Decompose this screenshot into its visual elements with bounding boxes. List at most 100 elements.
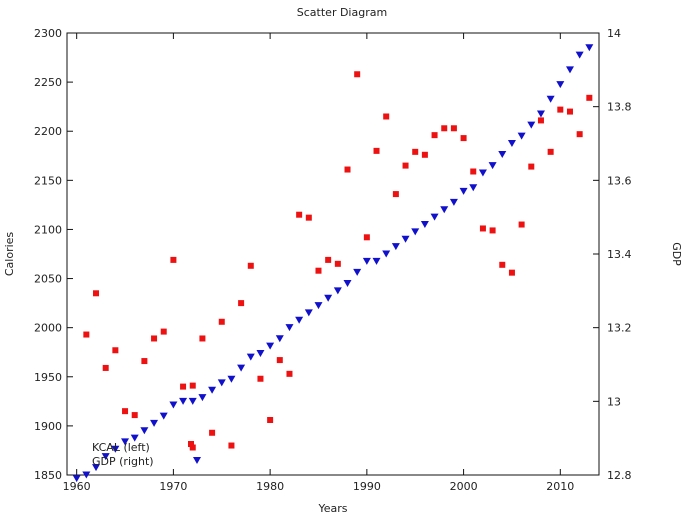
gdp-point <box>478 169 487 177</box>
y-left-tick-label: 2150 <box>34 174 62 187</box>
kcal-point <box>112 347 119 354</box>
y-right-tick-labels: 12.8 13 13.2 13.4 13.6 13.8 14 <box>607 27 632 482</box>
kcal-point <box>305 214 312 221</box>
y-right-tick-label: 13 <box>607 395 621 408</box>
plot-frame <box>66 32 600 476</box>
kcal-point <box>412 148 419 155</box>
legend-marker-gdp <box>193 457 201 464</box>
gdp-point <box>565 66 574 74</box>
kcal-point <box>267 416 274 423</box>
y-left-axis-label: Calories <box>3 232 16 277</box>
y-left-tick-label: 1900 <box>34 420 62 433</box>
gdp-point <box>314 302 323 310</box>
gdp-point <box>101 453 110 461</box>
y-right-axis-label: GDP <box>670 242 683 266</box>
gdp-point <box>449 198 458 206</box>
kcal-point <box>141 358 148 365</box>
kcal-point <box>508 269 515 276</box>
gdp-point <box>121 438 130 446</box>
legend-label-gdp: GDP (right) <box>92 455 154 468</box>
gdp-point <box>304 309 313 317</box>
y-left-tick-label: 2200 <box>34 125 62 138</box>
kcal-point <box>566 108 573 115</box>
kcal-point <box>276 357 283 364</box>
kcal-point <box>102 364 109 371</box>
kcal-point <box>209 429 216 436</box>
gdp-point <box>498 151 507 159</box>
y-right-tick-label: 13.4 <box>607 248 632 261</box>
y-right-tick-label: 12.8 <box>607 469 632 482</box>
gdp-point <box>546 95 555 103</box>
gdp-point <box>92 464 101 472</box>
x-tick-label: 2000 <box>450 480 478 493</box>
gdp-point <box>469 184 478 192</box>
kcal-point <box>189 382 196 389</box>
y-left-tick-label: 2000 <box>34 322 62 335</box>
kcal-point <box>189 444 196 451</box>
kcal-point <box>441 125 448 132</box>
gdp-point <box>430 213 439 221</box>
gdp-point <box>140 427 149 435</box>
gdp-point <box>420 221 429 229</box>
kcal-point <box>160 328 167 335</box>
kcal-point <box>383 113 390 120</box>
legend-marker-kcal <box>188 441 194 447</box>
x-tick-label: 2010 <box>546 480 574 493</box>
kcal-point <box>151 335 158 342</box>
gdp-point <box>411 228 420 236</box>
chart-title: Scatter Diagram <box>297 6 387 19</box>
kcal-point <box>344 166 351 173</box>
gdp-point <box>488 162 497 170</box>
data-points <box>72 44 594 483</box>
gdp-point <box>111 445 120 453</box>
kcal-point <box>402 162 409 169</box>
legend: KCAL (left) GDP (right) <box>92 441 201 468</box>
y-right-tick-label: 13.6 <box>607 174 632 187</box>
y-left-tick-labels: 1850 1900 1950 2000 2050 2100 2150 2200 2250 2300 <box>34 27 62 482</box>
gdp-point <box>536 110 545 118</box>
kcal-point <box>547 148 554 155</box>
kcal-point <box>557 106 564 113</box>
gdp-point <box>217 379 226 387</box>
x-axis-label: Years <box>317 502 347 515</box>
x-tick-label: 1960 <box>63 480 91 493</box>
gdp-point <box>459 187 468 195</box>
gdp-point <box>517 132 526 140</box>
legend-label-kcal: KCAL (left) <box>92 441 150 454</box>
gdp-point <box>343 279 352 287</box>
gdp-point <box>208 386 217 394</box>
y-right-tick-label: 13.2 <box>607 322 632 335</box>
gdp-point <box>575 51 584 59</box>
gdp-point <box>188 397 197 405</box>
gdp-point <box>150 419 159 427</box>
kcal-point <box>586 94 593 101</box>
x-tick-label: 1990 <box>353 480 381 493</box>
gdp-point <box>198 394 207 402</box>
kcal-point <box>238 300 245 307</box>
gdp-point <box>237 364 246 372</box>
y-left-tick-label: 1850 <box>34 469 62 482</box>
y-right-tick-label: 13.8 <box>607 101 632 114</box>
gdp-point <box>585 44 594 52</box>
kcal-point <box>354 71 361 78</box>
gdp-point <box>372 257 381 265</box>
gdp-point <box>440 206 449 214</box>
gdp-point <box>295 316 304 324</box>
kcal-point <box>431 132 438 139</box>
y-left-tick-label: 2100 <box>34 223 62 236</box>
kcal-point <box>537 117 544 124</box>
gdp-point <box>507 140 516 147</box>
gdp-point <box>391 243 400 251</box>
y-left-tick-label: 2250 <box>34 76 62 89</box>
gdp-point <box>275 335 284 343</box>
gdp-point <box>256 349 265 357</box>
kcal-point <box>122 408 129 415</box>
y-left-tick-label: 2300 <box>34 27 62 40</box>
kcal-point <box>228 442 235 449</box>
x-tick-labels: 1960 1970 1980 1990 2000 2010 <box>63 480 575 493</box>
gdp-point <box>82 471 91 479</box>
gdp-point <box>353 268 362 276</box>
gdp-point <box>266 342 275 350</box>
